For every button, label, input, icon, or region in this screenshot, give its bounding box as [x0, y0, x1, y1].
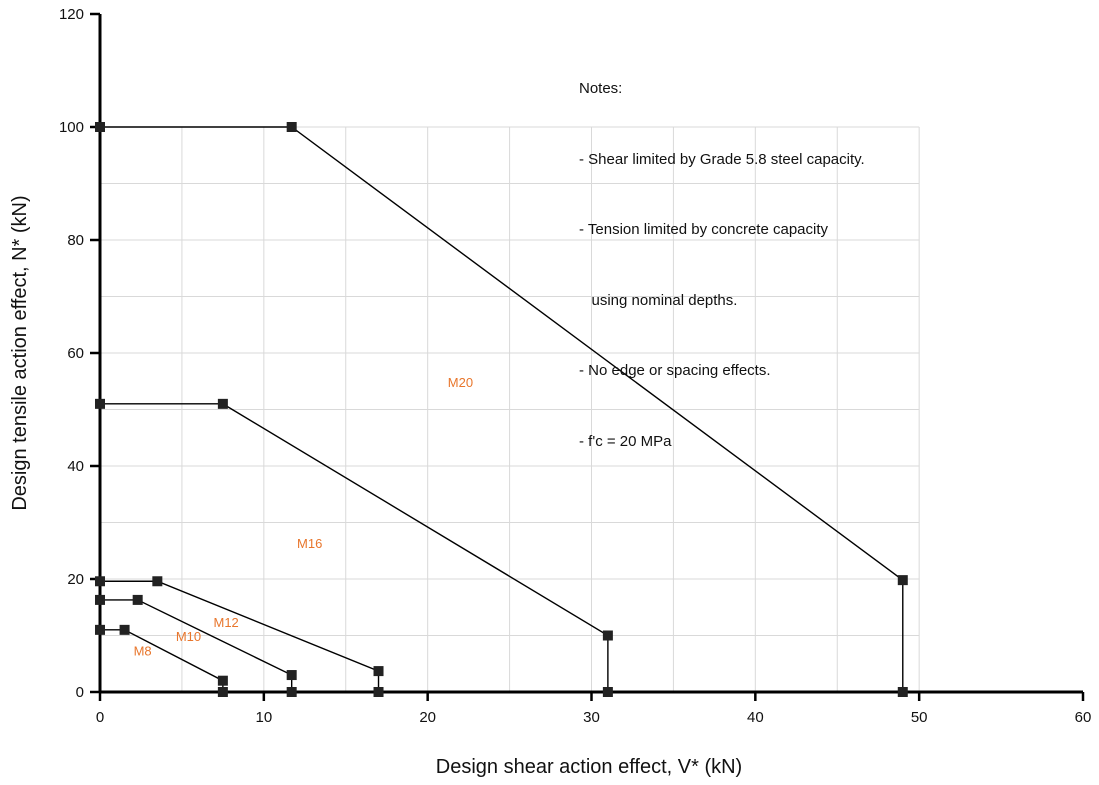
y-tick-label: 120	[59, 6, 84, 23]
series-line-m10	[100, 599, 293, 692]
data-point-m12	[152, 576, 163, 587]
series-line-m20	[100, 126, 904, 692]
y-tick-label: 60	[67, 345, 84, 362]
data-point-m12	[373, 666, 384, 677]
y-tick-label: 80	[67, 232, 84, 249]
notes-line: - No edge or spacing effects.	[579, 362, 771, 379]
x-tick-label: 40	[747, 709, 764, 726]
x-tick-label: 50	[911, 709, 928, 726]
y-tick-label: 20	[67, 571, 84, 588]
series-line-m8	[100, 629, 224, 692]
series-line-m12	[100, 580, 380, 692]
x-tick-label: 60	[1075, 709, 1092, 726]
data-point-m8	[95, 624, 105, 635]
data-point-m16	[95, 398, 105, 409]
series-label-m10: M10	[176, 629, 201, 644]
data-point-m10	[286, 687, 297, 697]
data-point-m8	[217, 675, 228, 686]
data-point-m16	[217, 398, 228, 409]
y-tick-label: 40	[67, 458, 84, 475]
x-tick-label: 10	[255, 709, 272, 726]
grid	[100, 126, 920, 692]
notes-box: Notes: - Shear limited by Grade 5.8 stee…	[579, 30, 865, 477]
data-point-m10	[95, 594, 105, 605]
notes-line: - Shear limited by Grade 5.8 steel capac…	[579, 150, 865, 168]
notes-line: - Tension limited by concrete capacity	[579, 221, 829, 238]
notes-line: using nominal depths.	[579, 291, 738, 309]
data-point-m12	[373, 687, 384, 697]
series-label-m20: M20	[448, 375, 473, 390]
x-tick-label: 30	[583, 709, 600, 726]
data-point-m16	[602, 630, 613, 641]
x-axis-title: Design shear action effect, V* (kN)	[436, 756, 742, 778]
series-label-m12: M12	[214, 615, 239, 630]
y-tick-label: 100	[59, 119, 84, 136]
data-point-m12	[95, 576, 105, 587]
data-point-m10	[286, 670, 297, 681]
tick-labels: 0 10 20 30 40 50 60 0 20 40 60 80 100 120	[59, 6, 1091, 726]
data-point-m20	[95, 122, 105, 132]
data-point-m20	[897, 687, 908, 697]
series-labels: M8 M10 M12 M16 M20	[134, 375, 474, 658]
y-tick-label: 0	[76, 684, 84, 701]
data-point-m20	[897, 575, 908, 586]
notes-line: - f'c = 20 MPa	[579, 432, 672, 450]
notes-heading: Notes:	[579, 80, 623, 97]
data-point-m8	[119, 624, 130, 635]
series-label-m16: M16	[297, 536, 322, 551]
x-tick-label: 0	[96, 709, 104, 726]
data-point-m20	[286, 122, 297, 132]
series-lines	[100, 126, 904, 692]
series-markers	[95, 122, 908, 697]
data-point-m8	[217, 687, 228, 697]
data-point-m10	[132, 594, 143, 605]
data-point-m16	[602, 687, 613, 697]
series-label-m8: M8	[134, 643, 152, 658]
series-line-m16	[100, 403, 609, 692]
y-axis-title: Design tensile action effect, N* (kN)	[9, 195, 31, 510]
x-tick-label: 20	[419, 709, 436, 726]
